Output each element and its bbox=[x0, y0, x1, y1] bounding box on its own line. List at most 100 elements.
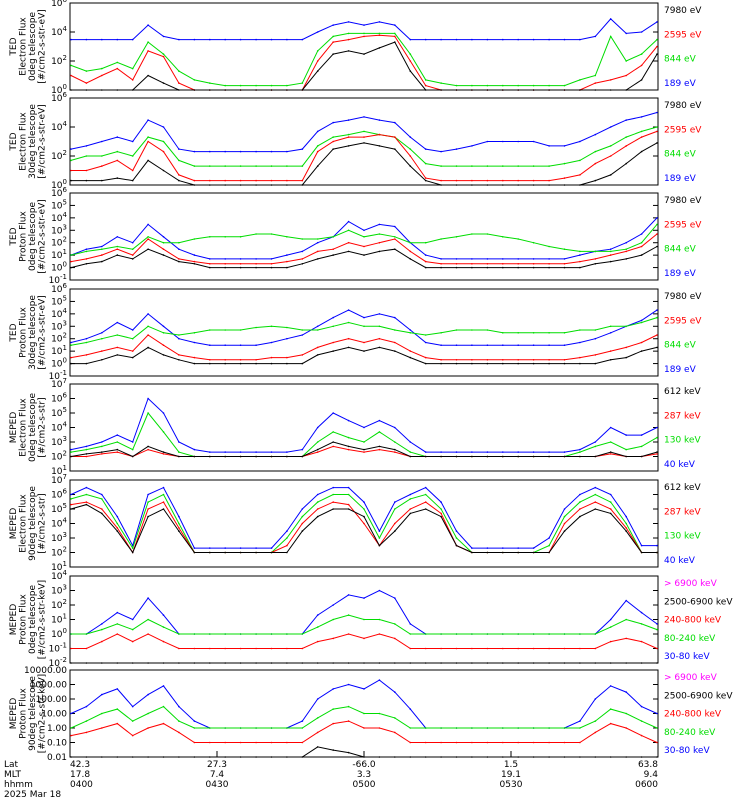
data-point bbox=[656, 628, 658, 631]
data-point bbox=[178, 159, 180, 162]
data-point bbox=[209, 359, 211, 361]
data-point bbox=[424, 148, 427, 150]
data-point bbox=[316, 717, 319, 719]
data-point bbox=[409, 70, 412, 72]
data-point bbox=[224, 727, 226, 729]
data-point bbox=[332, 431, 335, 433]
data-point bbox=[409, 155, 412, 157]
data-point bbox=[116, 623, 119, 625]
data-point bbox=[409, 455, 412, 458]
data-point bbox=[116, 756, 119, 758]
data-point bbox=[162, 325, 165, 328]
data-point bbox=[178, 527, 180, 529]
data-point bbox=[579, 174, 581, 176]
data-point bbox=[579, 38, 581, 41]
data-point bbox=[286, 756, 288, 758]
data-point bbox=[255, 233, 257, 235]
data-point bbox=[563, 359, 566, 361]
data-point bbox=[625, 119, 627, 121]
data-point bbox=[440, 238, 442, 240]
data-point bbox=[70, 712, 72, 715]
data-point bbox=[270, 633, 273, 635]
data-point bbox=[656, 45, 658, 48]
data-point bbox=[131, 618, 134, 621]
y-axis-label-line: MEPED bbox=[9, 508, 19, 540]
data-point bbox=[347, 683, 350, 686]
data-point bbox=[594, 731, 597, 734]
data-point bbox=[70, 756, 72, 758]
data-point bbox=[409, 258, 412, 260]
data-point bbox=[131, 254, 134, 256]
data-point bbox=[224, 89, 226, 91]
data-point bbox=[579, 79, 581, 81]
data-point bbox=[455, 89, 458, 91]
legend-entry: 2595 eV bbox=[664, 316, 702, 326]
data-point bbox=[224, 236, 226, 238]
data-point bbox=[101, 74, 103, 77]
data-point bbox=[424, 455, 427, 458]
data-point bbox=[363, 597, 365, 599]
data-point bbox=[316, 501, 319, 503]
data-point bbox=[347, 662, 350, 664]
data-point bbox=[625, 691, 627, 693]
data-point bbox=[409, 332, 412, 334]
data-point bbox=[594, 720, 597, 722]
data-point bbox=[594, 493, 597, 496]
data-point bbox=[162, 248, 165, 250]
data-point bbox=[394, 637, 396, 640]
data-point bbox=[347, 614, 350, 616]
footer-row-label: Lat bbox=[4, 760, 19, 770]
data-point bbox=[548, 344, 550, 347]
data-point bbox=[70, 734, 72, 737]
data-point bbox=[394, 24, 396, 26]
data-point bbox=[502, 263, 504, 265]
data-point bbox=[209, 451, 211, 453]
data-point bbox=[625, 241, 627, 244]
data-point bbox=[409, 60, 412, 62]
data-point bbox=[147, 223, 149, 226]
data-point bbox=[224, 184, 226, 186]
data-point bbox=[116, 236, 119, 238]
data-point bbox=[471, 359, 473, 361]
data-point bbox=[455, 647, 458, 650]
data-point bbox=[347, 32, 350, 35]
data-point bbox=[162, 486, 165, 489]
data-point bbox=[147, 313, 149, 315]
data-point bbox=[378, 618, 381, 621]
data-point bbox=[301, 756, 304, 758]
legend-entry: 240-800 keV bbox=[664, 616, 722, 626]
data-point bbox=[162, 451, 165, 453]
data-point bbox=[224, 741, 226, 744]
data-point bbox=[270, 455, 273, 458]
data-point bbox=[332, 708, 335, 710]
data-point bbox=[378, 47, 381, 49]
data-point bbox=[625, 515, 627, 518]
data-point bbox=[579, 250, 581, 253]
data-point bbox=[193, 179, 196, 182]
data-point bbox=[394, 597, 396, 599]
data-point bbox=[486, 547, 489, 549]
data-point bbox=[440, 512, 442, 515]
data-point bbox=[409, 329, 412, 331]
legend-entry: 240-800 keV bbox=[664, 710, 722, 720]
data-point bbox=[101, 508, 103, 510]
data-point bbox=[332, 493, 335, 496]
data-point bbox=[548, 145, 550, 147]
data-point bbox=[316, 451, 319, 453]
data-point bbox=[363, 35, 365, 38]
data-point bbox=[178, 258, 180, 260]
y-tick-label: 106 bbox=[51, 0, 67, 9]
data-point bbox=[455, 266, 458, 269]
data-point bbox=[131, 38, 134, 41]
data-point bbox=[301, 362, 304, 365]
data-point bbox=[255, 165, 257, 167]
data-point bbox=[563, 89, 566, 91]
data-point bbox=[85, 145, 88, 147]
data-point bbox=[579, 727, 581, 729]
data-point bbox=[502, 89, 504, 91]
data-point bbox=[347, 493, 350, 496]
data-point bbox=[640, 233, 643, 235]
data-point bbox=[131, 628, 134, 631]
data-point bbox=[178, 337, 180, 340]
